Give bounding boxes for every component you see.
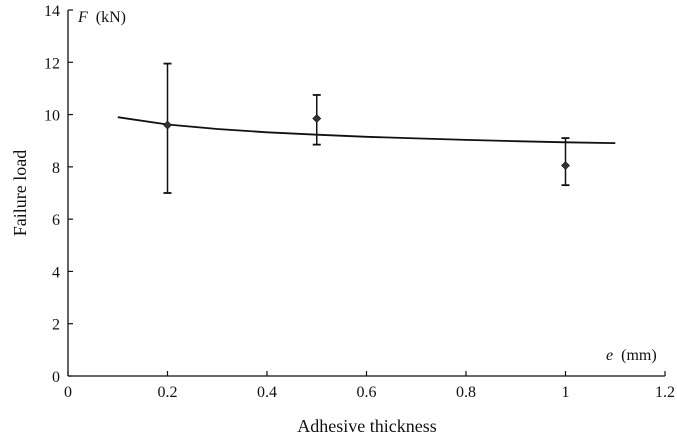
- data-point: [163, 120, 172, 130]
- errorbar-layer: [163, 62, 570, 194]
- y-unit-symbol: F: [77, 9, 88, 26]
- curve-layer: [117, 116, 616, 144]
- y-tick-label: 12: [44, 55, 60, 72]
- x-tick-label: 0: [64, 384, 72, 401]
- x-unit-symbol: e: [606, 347, 613, 364]
- y-unit-label: F (kN): [77, 9, 126, 26]
- x-tick-label: 0.2: [158, 384, 178, 401]
- data-point: [561, 161, 570, 170]
- point-layer: [163, 114, 570, 170]
- y-unit-text: (kN): [96, 9, 126, 26]
- data-point: [312, 114, 322, 123]
- x-axis-title: Adhesive thickness: [297, 416, 436, 436]
- y-tick-label: 8: [52, 160, 60, 177]
- x-tick-label: 0.8: [456, 384, 476, 401]
- y-ticks: 0 2 4 6 8 10 12 14: [44, 3, 73, 386]
- x-unit-text: (mm): [621, 347, 657, 364]
- axes: [67, 10, 665, 377]
- y-tick-label: 10: [44, 108, 60, 125]
- x-unit-label: e (mm): [606, 347, 657, 364]
- x-tick-label: 0.4: [257, 384, 277, 401]
- y-tick-label: 2: [52, 317, 60, 334]
- x-ticks: 0 0.2 0.4 0.6 0.8 1 1.2: [64, 371, 675, 401]
- y-tick-label: 0: [52, 369, 60, 386]
- y-axis-title: Failure load: [10, 150, 30, 236]
- y-tick-label: 14: [44, 3, 60, 20]
- x-tick-label: 1: [562, 384, 570, 401]
- x-tick-label: 0.6: [357, 384, 377, 401]
- x-tick-label: 1.2: [655, 384, 675, 401]
- y-tick-label: 4: [52, 264, 60, 281]
- fitted-curve: [117, 116, 616, 144]
- y-tick-label: 6: [52, 212, 60, 229]
